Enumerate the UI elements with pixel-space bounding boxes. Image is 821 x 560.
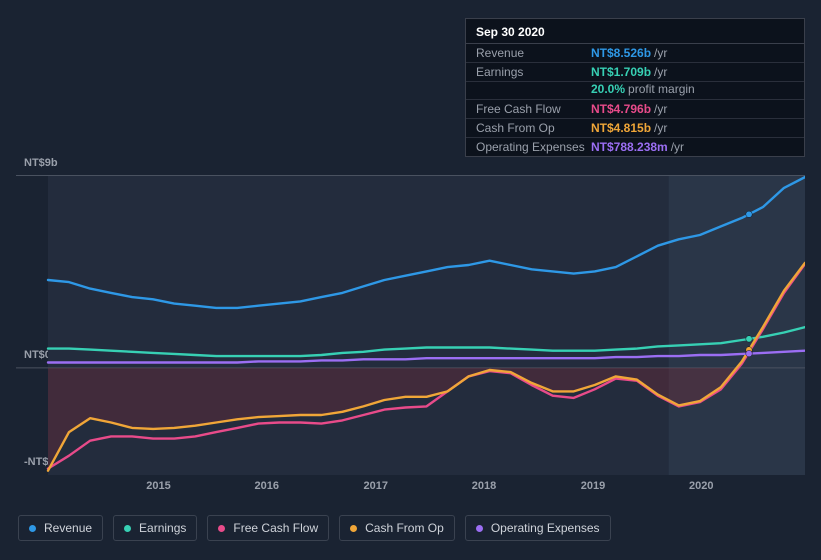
tooltip-row: RevenueNT$8.526b/yr (466, 44, 804, 63)
tooltip-panel: Sep 30 2020 RevenueNT$8.526b/yrEarningsN… (465, 18, 805, 157)
legend-label: Cash From Op (365, 521, 444, 535)
tooltip-metric-value: NT$4.796b/yr (591, 102, 667, 116)
tooltip-row: Cash From OpNT$4.815b/yr (466, 119, 804, 138)
tooltip-metric-label: Earnings (476, 65, 591, 79)
tooltip-subrow: 20.0%profit margin (466, 82, 804, 100)
legend-dot-icon (476, 525, 483, 532)
legend-item-cash-from-op[interactable]: Cash From Op (339, 515, 455, 541)
tooltip-metric-value: NT$788.238m/yr (591, 140, 684, 154)
legend-dot-icon (350, 525, 357, 532)
x-tick-label: 2020 (689, 480, 713, 492)
legend-dot-icon (218, 525, 225, 532)
y-tick-top: NT$9b (24, 157, 58, 169)
tooltip-metric-label: Operating Expenses (476, 140, 591, 154)
tooltip-row: EarningsNT$1.709b/yr (466, 63, 804, 82)
legend-item-revenue[interactable]: Revenue (18, 515, 103, 541)
x-tick-label: 2019 (581, 480, 605, 492)
x-tick-label: 2018 (472, 480, 496, 492)
legend-label: Operating Expenses (491, 521, 600, 535)
legend-label: Free Cash Flow (233, 521, 318, 535)
tooltip-metric-label: Revenue (476, 46, 591, 60)
legend-item-free-cash-flow[interactable]: Free Cash Flow (207, 515, 329, 541)
tooltip-metric-label: Cash From Op (476, 121, 591, 135)
x-tick-label: 2015 (146, 480, 170, 492)
tooltip-row: Operating ExpensesNT$788.238m/yr (466, 138, 804, 156)
legend-label: Earnings (139, 521, 186, 535)
x-axis-labels: 2015 2016 2017 2018 2019 2020 (16, 480, 805, 496)
tooltip-metric-value: NT$4.815b/yr (591, 121, 667, 135)
chart-svg (16, 175, 805, 475)
tooltip-metric-value: NT$8.526b/yr (591, 46, 667, 60)
x-tick-label: 2017 (364, 480, 388, 492)
x-tick-label: 2016 (255, 480, 279, 492)
chart-container: Sep 30 2020 RevenueNT$8.526b/yrEarningsN… (0, 0, 821, 560)
tooltip-row: Free Cash FlowNT$4.796b/yr (466, 100, 804, 119)
chart-legend: Revenue Earnings Free Cash Flow Cash From O… (18, 515, 611, 541)
tooltip-metric-label: Free Cash Flow (476, 102, 591, 116)
tooltip-date: Sep 30 2020 (466, 19, 804, 44)
chart-plot[interactable] (16, 175, 805, 475)
legend-item-earnings[interactable]: Earnings (113, 515, 197, 541)
tooltip-metric-value: NT$1.709b/yr (591, 65, 667, 79)
legend-dot-icon (124, 525, 131, 532)
legend-label: Revenue (44, 521, 92, 535)
legend-item-operating-expenses[interactable]: Operating Expenses (465, 515, 611, 541)
legend-dot-icon (29, 525, 36, 532)
